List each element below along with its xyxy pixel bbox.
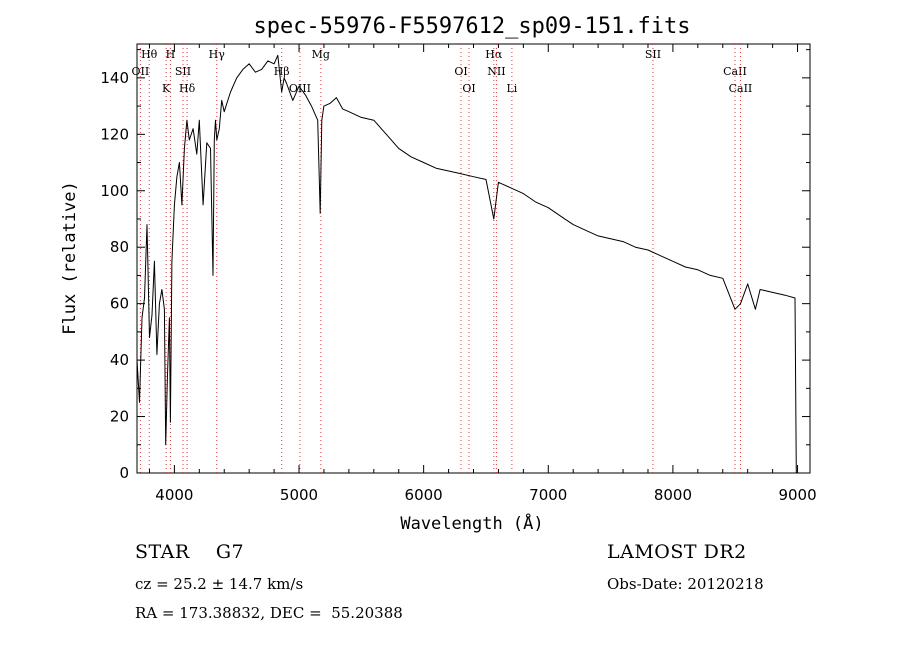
y-tick-label: 0 (119, 464, 129, 482)
y-tick-label: 120 (100, 125, 129, 143)
y-tick-label: 100 (100, 182, 129, 200)
object-class: STAR G7 (135, 541, 245, 563)
x-tick-label: 7000 (529, 486, 567, 504)
line-marker-label: OIII (289, 82, 311, 95)
y-tick-label: 20 (110, 408, 129, 426)
spectrum-line (136, 54, 798, 474)
survey-name: LAMOST DR2 (607, 541, 747, 563)
line-marker-label: Hα (485, 48, 503, 61)
x-axis-label: Wavelength (Å) (400, 512, 543, 534)
line-marker-label: OI (462, 82, 475, 95)
obs-date: Obs-Date: 20120218 (607, 575, 764, 593)
coordinates-text: RA = 173.38832, DEC = 55.20388 (135, 604, 403, 622)
y-tick-label: 40 (110, 351, 129, 369)
line-marker-label: CaII (729, 82, 753, 95)
x-tick-label: 9000 (778, 486, 816, 504)
line-marker-label: Hθ (141, 48, 158, 61)
axis-ticks: 4000 5000 6000 7000 8000 9000 0 20 40 60 80 100 120 1… (100, 44, 817, 504)
x-tick-label: 4000 (155, 486, 193, 504)
line-marker-label: OII (132, 65, 150, 78)
line-marker-label: NII (487, 65, 505, 78)
line-marker-label: SII (645, 48, 661, 61)
y-axis-label: Flux (relative) (60, 181, 80, 335)
spectrum-chart: spec-55976-F5597612_sp09-151.fits Hθ OII K… (60, 14, 817, 534)
line-marker-label: K (162, 82, 171, 95)
x-tick-label: 6000 (405, 486, 443, 504)
series-group (136, 54, 798, 474)
x-tick-label: 8000 (654, 486, 692, 504)
line-marker-label: H (166, 48, 176, 61)
y-tick-label: 140 (100, 69, 129, 87)
line-marker-label: Li (506, 82, 517, 95)
x-tick-label: 5000 (280, 486, 318, 504)
line-marker-label: SII (175, 65, 191, 78)
line-marker-label: Hβ (274, 65, 290, 78)
y-tick-label: 80 (110, 238, 129, 256)
y-tick-label: 60 (110, 295, 129, 313)
line-marker-label: Hδ (179, 82, 196, 95)
line-marker-label: Mg (312, 48, 330, 61)
line-marker-label: CaII (723, 65, 747, 78)
chart-title: spec-55976-F5597612_sp09-151.fits (253, 14, 690, 39)
plot-frame (136, 43, 811, 474)
velocity-text: cz = 25.2 ± 14.7 km/s (135, 575, 304, 593)
line-marker-label: Hγ (209, 48, 226, 61)
line-marker-label: OI (454, 65, 467, 78)
